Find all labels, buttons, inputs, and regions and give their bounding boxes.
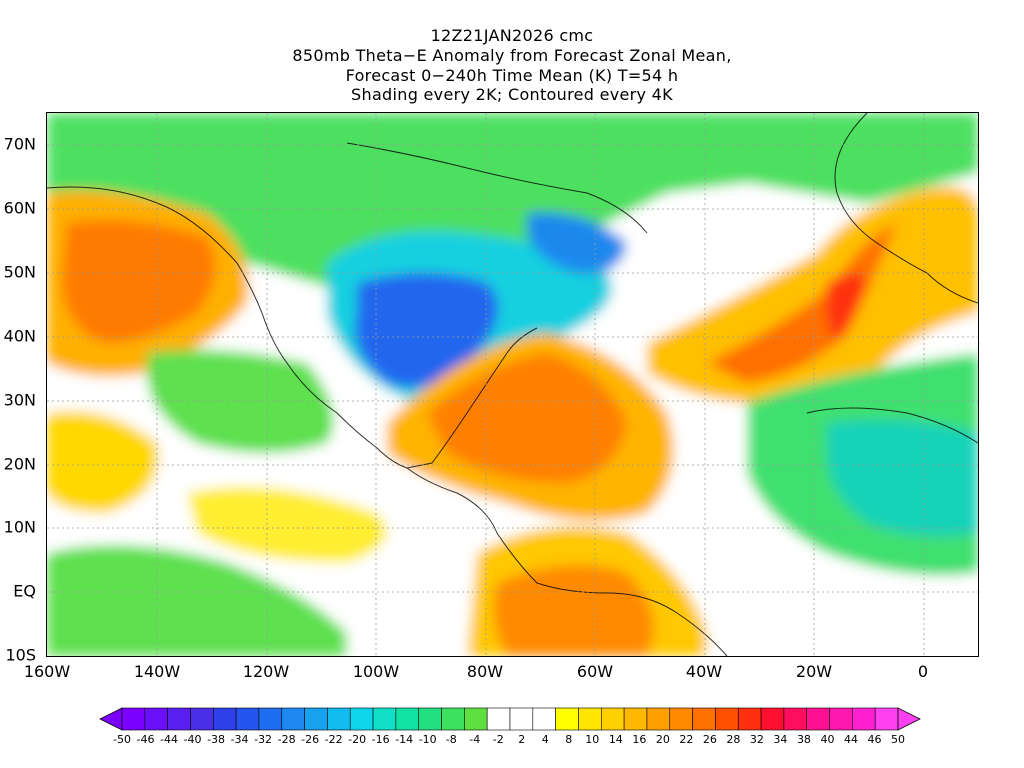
colorbar-swatch	[372, 707, 397, 731]
lat-label-70n: 70N	[3, 134, 36, 154]
colorbar-swatch	[760, 707, 785, 731]
lon-label-120w: 120W	[242, 662, 290, 681]
lat-label-eq: EQ	[13, 581, 36, 601]
colorbar-tick-label: -26	[301, 733, 320, 746]
colorbar	[99, 707, 921, 731]
colorbar-swatch	[715, 707, 739, 731]
colorbar-tick-label: 46	[867, 733, 882, 746]
map-title-line-1: 12Z21JAN2026 cmc	[430, 26, 594, 45]
colorbar-tick-label: -10	[418, 733, 437, 746]
lon-label-20w: 20W	[795, 662, 833, 681]
colorbar-tick-label: 14	[608, 733, 623, 746]
colorbar-swatch	[349, 707, 374, 731]
colorbar-swatch	[486, 707, 511, 731]
colorbar-tick-label: -16	[371, 733, 390, 746]
colorbar-tick-label: 20	[655, 733, 670, 746]
colorbar-swatch	[418, 707, 442, 731]
lat-label-20n: 20N	[3, 454, 36, 474]
colorbar-tick-label: -34	[230, 733, 249, 746]
colorbar-tick-label: -40	[183, 733, 202, 746]
lat-label-10n: 10N	[3, 517, 36, 537]
colorbar-tick-label: 8	[565, 733, 573, 746]
lon-label-140w: 140W	[133, 662, 181, 681]
colorbar-tick-label: -32	[254, 733, 273, 746]
colorbar-tick-label: -50	[113, 733, 131, 746]
colorbar-tick-label: 40	[820, 733, 835, 746]
colorbar-swatch	[669, 707, 693, 731]
colorbar-swatch	[737, 707, 762, 731]
colorbar-tick-label: 38	[796, 733, 811, 746]
colorbar-swatch	[829, 707, 853, 731]
map-title-line-4: Shading every 2K; Contoured every 4K	[351, 85, 673, 104]
colorbar-tick-label: 10	[585, 733, 600, 746]
colorbar-tick-label: 4	[541, 733, 549, 746]
colorbar-swatch	[304, 707, 328, 731]
colorbar-swatch	[441, 707, 465, 731]
lon-label-40w: 40W	[685, 662, 723, 681]
colorbar-swatch	[623, 707, 648, 731]
colorbar-tick-label: 34	[773, 733, 788, 746]
colorbar-swatch	[190, 707, 214, 731]
colorbar-tick-label: 2	[518, 733, 526, 746]
colorbar-tick-label: -2	[492, 733, 504, 746]
map-panel	[46, 112, 979, 657]
colorbar-tick-label: -28	[277, 733, 296, 746]
lat-label-30n: 30N	[3, 390, 36, 410]
lat-label-50n: 50N	[3, 262, 36, 282]
lon-label-100w: 100W	[352, 662, 400, 681]
lon-label-160w: 160W	[23, 662, 71, 681]
colorbar-swatch	[235, 707, 260, 731]
colorbar-tick-label: -38	[207, 733, 226, 746]
colorbar-tick-label: -20	[348, 733, 367, 746]
lat-label-10s: 10S	[5, 645, 36, 665]
lat-label-60n: 60N	[3, 198, 36, 218]
colorbar-swatch	[532, 707, 556, 731]
map-title-line-3: Forecast 0−240h Time Mean (K) T=54 h	[345, 66, 679, 85]
colorbar-swatch	[121, 707, 146, 731]
colorbar-swatch	[327, 707, 351, 731]
colorbar-swatch	[144, 707, 168, 731]
colorbar-tick-label: 32	[749, 733, 764, 746]
colorbar-swatch	[555, 707, 579, 731]
colorbar-swatch	[692, 707, 716, 731]
map-title-line-2: 850mb Theta−E Anomaly from Forecast Zona…	[292, 46, 732, 65]
colorbar-tick-label: 28	[726, 733, 741, 746]
colorbar-swatch	[578, 707, 602, 731]
colorbar-swatch	[464, 707, 488, 731]
colorbar-swatch	[874, 707, 899, 731]
colorbar-swatch	[212, 707, 237, 731]
colorbar-tick-label: -4	[469, 733, 481, 746]
colorbar-tick-label: 50	[891, 733, 905, 746]
colorbar-swatch	[509, 707, 534, 731]
colorbar-tick-label: 16	[632, 733, 647, 746]
colorbar-swatch	[783, 707, 808, 731]
lon-label-60w: 60W	[576, 662, 614, 681]
colorbar-left-arrow	[99, 707, 123, 731]
colorbar-tick-label: 26	[702, 733, 717, 746]
colorbar-tick-label: -14	[395, 733, 414, 746]
lat-label-40n: 40N	[3, 326, 36, 346]
colorbar-swatch	[806, 707, 830, 731]
colorbar-swatch	[167, 707, 191, 731]
lon-label-0: 0	[917, 662, 929, 681]
colorbar-swatch	[258, 707, 283, 731]
colorbar-swatch	[646, 707, 671, 731]
anomaly-map	[47, 113, 978, 656]
colorbar-tick-label: -22	[324, 733, 343, 746]
colorbar-swatch	[395, 707, 420, 731]
colorbar-tick-label: 44	[843, 733, 858, 746]
colorbar-swatch	[600, 707, 625, 731]
colorbar-right-arrow	[897, 707, 921, 731]
colorbar-tick-label: -44	[160, 733, 178, 746]
colorbar-tick-label: -8	[445, 733, 457, 746]
colorbar-swatch	[281, 707, 305, 731]
colorbar-swatch	[852, 707, 876, 731]
colorbar-tick-label: 22	[679, 733, 694, 746]
colorbar-tick-label: -46	[136, 733, 155, 746]
lon-label-80w: 80W	[466, 662, 504, 681]
